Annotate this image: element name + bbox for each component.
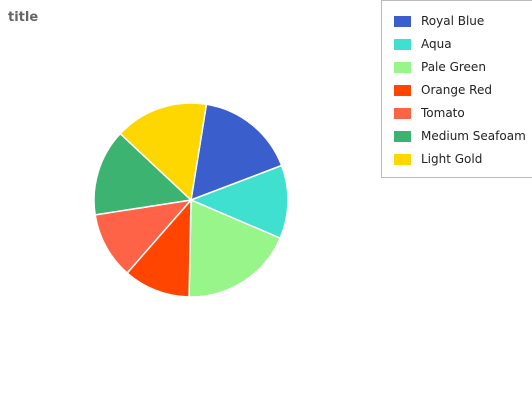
legend-label: Aqua <box>421 37 452 51</box>
chart-title: title <box>8 10 39 25</box>
legend-swatch <box>394 107 411 119</box>
pie-slice-tomato <box>94 198 193 275</box>
legend-swatch <box>394 38 411 50</box>
legend-label: Orange Red <box>421 83 492 97</box>
pie-slice-pale-green <box>188 198 282 298</box>
legend-item: Medium Seafoam <box>394 128 526 144</box>
pie-slice-royal-blue <box>190 103 283 202</box>
legend-item: Pale Green <box>394 59 486 75</box>
pie-slice-medium-seafoam <box>93 132 193 216</box>
legend-swatch <box>394 15 411 27</box>
legend-label: Tomato <box>421 106 465 120</box>
pie-slice-aqua <box>188 164 289 240</box>
pie-slice-orange-red <box>126 197 192 298</box>
legend-item: Orange Red <box>394 82 492 98</box>
legend-item: Aqua <box>394 36 452 52</box>
legend-label: Medium Seafoam <box>421 129 526 143</box>
legend-label: Pale Green <box>421 60 486 74</box>
legend-label: Light Gold <box>421 152 483 166</box>
legend-swatch <box>394 84 411 96</box>
legend: Royal Blue Aqua Pale Green Orange Red Tomato… <box>381 0 532 178</box>
legend-item: Light Gold <box>394 151 482 167</box>
legend-item: Tomato <box>394 105 465 121</box>
legend-swatch <box>394 153 411 165</box>
legend-swatch <box>394 130 411 142</box>
legend-item: Royal Blue <box>394 13 484 29</box>
legend-label: Royal Blue <box>421 14 485 28</box>
pie-slice-light-gold <box>119 102 208 202</box>
legend-swatch <box>394 61 411 73</box>
